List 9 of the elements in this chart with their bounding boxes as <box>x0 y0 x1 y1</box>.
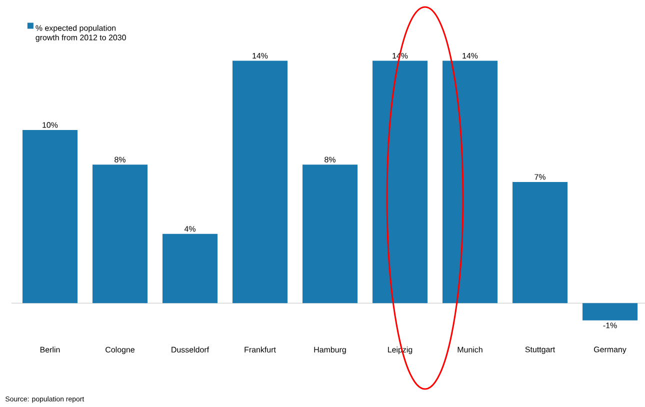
bar <box>232 60 288 304</box>
bar <box>302 164 358 304</box>
bar <box>582 303 638 320</box>
bar <box>442 60 498 304</box>
bar <box>162 234 218 304</box>
bar <box>512 182 568 304</box>
bar <box>372 60 428 304</box>
bar <box>92 164 148 304</box>
bar <box>22 130 78 304</box>
